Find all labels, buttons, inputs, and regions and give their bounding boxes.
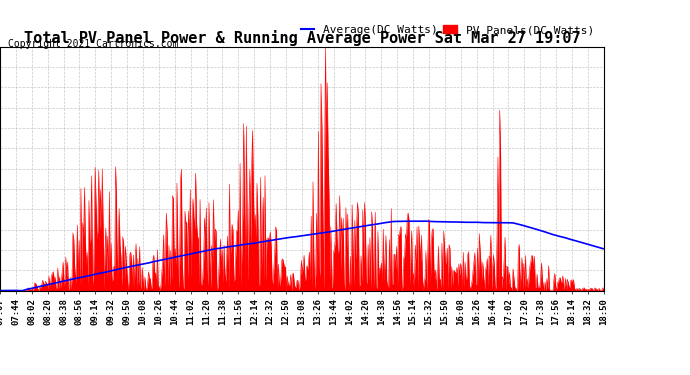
- Legend: Average(DC Watts), PV Panels(DC Watts): Average(DC Watts), PV Panels(DC Watts): [296, 21, 598, 40]
- Title: Total PV Panel Power & Running Average Power Sat Mar 27 19:07: Total PV Panel Power & Running Average P…: [23, 30, 580, 46]
- Text: Copyright 2021 Cartronics.com: Copyright 2021 Cartronics.com: [8, 39, 179, 50]
